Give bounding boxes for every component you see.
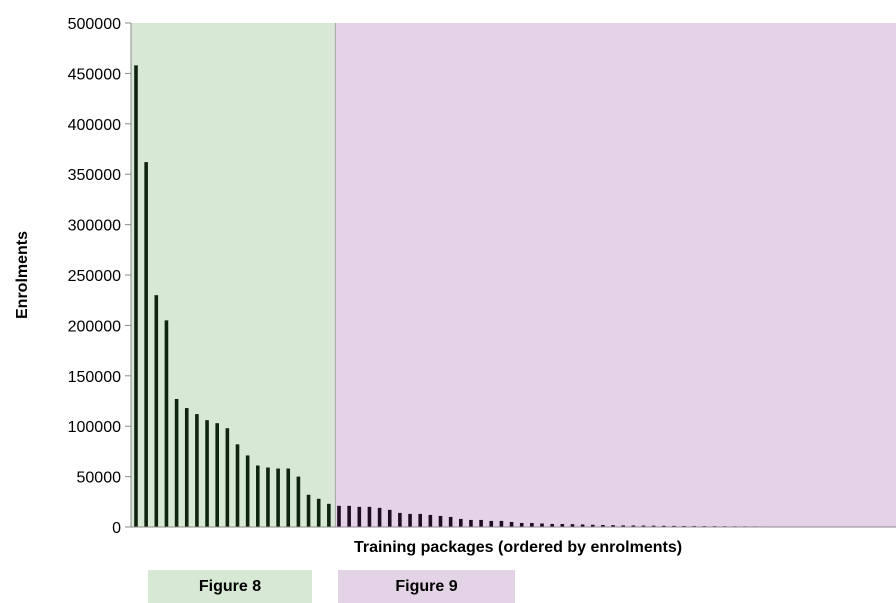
y-tick-label: 450000 — [68, 66, 121, 83]
bar — [479, 519, 483, 527]
bar — [174, 398, 179, 527]
bar — [601, 524, 605, 527]
bar — [580, 524, 585, 527]
bar — [235, 444, 240, 527]
legend-figure9-label: Figure 9 — [395, 577, 458, 595]
y-ticks: 0 50000 100000 150000 200000 250000 300000 3500… — [68, 16, 131, 537]
bar — [195, 414, 199, 527]
bar — [377, 507, 382, 527]
bar — [306, 494, 311, 527]
bar — [428, 514, 433, 527]
y-tick-label: 350000 — [68, 167, 121, 184]
y-tick-label: 500000 — [68, 16, 121, 33]
y-tick-label: 250000 — [68, 268, 121, 285]
bar — [682, 525, 686, 527]
bar — [408, 513, 412, 527]
y-tick-label: 100000 — [68, 419, 121, 436]
bar — [590, 524, 595, 527]
y-tick-label: 150000 — [68, 369, 121, 386]
y-tick-label: 50000 — [77, 470, 122, 487]
bar — [550, 523, 554, 527]
bar — [489, 520, 494, 527]
bar — [469, 519, 473, 527]
bar — [296, 476, 301, 527]
bar — [256, 465, 260, 527]
bar — [621, 525, 625, 527]
bar — [448, 516, 453, 527]
bar — [418, 513, 422, 527]
bar — [570, 524, 575, 527]
bar — [184, 408, 189, 527]
bar — [631, 525, 636, 527]
y-tick-label: 400000 — [68, 117, 121, 134]
bar — [327, 503, 331, 527]
bar — [286, 468, 291, 527]
bar — [387, 509, 392, 527]
bar — [316, 498, 321, 527]
bar — [530, 522, 534, 527]
bar — [641, 525, 646, 527]
bar — [347, 505, 351, 527]
y-tick-label: 0 — [112, 520, 121, 537]
bar — [205, 420, 209, 527]
bar — [144, 162, 148, 527]
bar — [225, 428, 230, 527]
bar — [337, 505, 341, 527]
bar — [519, 522, 524, 527]
bar — [367, 506, 372, 527]
bar — [560, 523, 565, 527]
bar — [651, 525, 656, 527]
bar — [459, 518, 463, 527]
legend-figure8-label: Figure 8 — [198, 577, 262, 595]
bar — [164, 320, 169, 527]
bar — [672, 525, 676, 527]
y-tick-label: 200000 — [68, 318, 121, 335]
legend-figure8: Figure 8 — [148, 570, 312, 603]
y-tick-label: 300000 — [68, 218, 121, 235]
bar — [245, 455, 250, 527]
bar — [398, 512, 402, 527]
bar — [134, 65, 138, 527]
x-axis-title: Training packages (ordered by enrolments… — [354, 539, 682, 556]
bar — [540, 523, 544, 527]
bar — [662, 525, 666, 527]
bar — [438, 515, 443, 527]
bar — [499, 520, 504, 527]
highlight-regions — [131, 23, 896, 527]
bar — [611, 525, 615, 527]
bar — [154, 295, 159, 527]
bar — [357, 506, 362, 527]
legend-figure9: Figure 9 — [338, 570, 515, 603]
region-1 — [131, 23, 336, 527]
region-2 — [334, 23, 896, 527]
bar — [276, 468, 280, 527]
y-axis-title: Enrolments — [14, 231, 31, 319]
bar — [509, 521, 514, 527]
bar — [215, 423, 219, 527]
bar — [266, 467, 270, 527]
